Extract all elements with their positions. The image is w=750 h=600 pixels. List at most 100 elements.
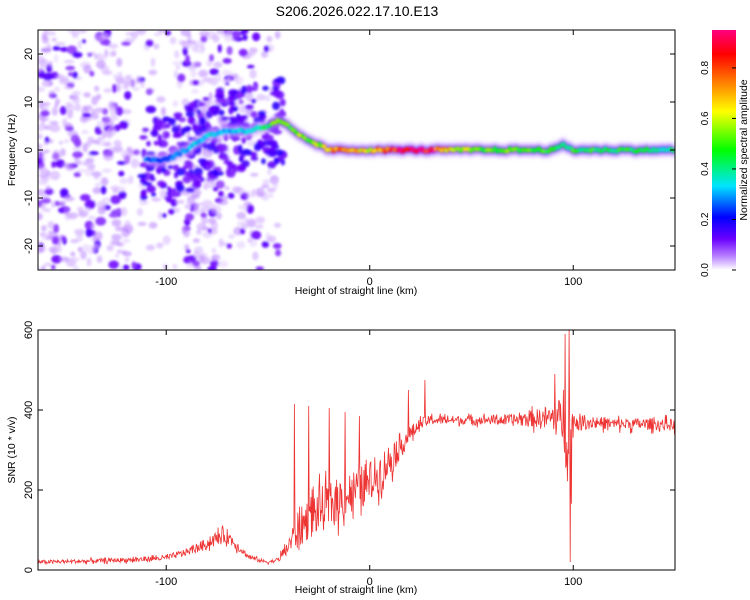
noise-blob: [176, 184, 185, 193]
noise-blob: [128, 175, 134, 185]
noise-blob: [210, 221, 219, 230]
noise-blob: [38, 123, 44, 132]
noise-blob: [150, 57, 156, 67]
spectrogram-x-axis: -100 0 100: [155, 30, 582, 288]
noise-blob: [200, 35, 208, 43]
noise-blob: [272, 180, 279, 190]
noise-blob: [226, 169, 236, 178]
noise-blob: [167, 165, 174, 170]
noise-blob: [38, 143, 43, 150]
noise-blob: [88, 215, 96, 220]
noise-blob: [202, 97, 210, 102]
noise-blob: [190, 101, 196, 107]
noise-blob: [90, 223, 96, 230]
noise-blob: [273, 78, 283, 83]
noise-blob: [279, 108, 285, 116]
noise-blob: [151, 197, 162, 202]
noise-blob: [48, 80, 54, 87]
noise-blob: [207, 266, 217, 270]
y-tick-label: 0: [23, 147, 35, 153]
noise-blob: [72, 71, 78, 79]
noise-blob: [122, 264, 130, 270]
noise-blob: [239, 228, 246, 235]
noise-blob: [185, 108, 195, 113]
noise-blob: [46, 43, 52, 53]
noise-blob: [267, 161, 277, 169]
noise-blob: [149, 176, 156, 182]
noise-blob: [95, 34, 105, 42]
noise-blob: [126, 146, 133, 154]
noise-blob: [220, 116, 229, 121]
x-tick-label: -100: [155, 576, 177, 588]
noise-blob: [58, 77, 70, 85]
noise-blob: [181, 40, 192, 50]
noise-blob: [38, 173, 49, 179]
noise-blob: [118, 120, 129, 130]
noise-blob: [95, 216, 107, 226]
noise-blob: [242, 30, 249, 34]
noise-blob: [244, 104, 254, 110]
noise-blob: [211, 254, 221, 261]
noise-blob: [55, 73, 64, 80]
noise-blob: [178, 117, 186, 123]
noise-blob: [196, 108, 201, 115]
noise-blob: [89, 70, 95, 77]
noise-blob: [192, 79, 200, 86]
noise-blob: [157, 134, 163, 143]
noise-blob: [160, 106, 166, 116]
noise-blob: [140, 80, 145, 89]
y-tick-label: 20: [23, 48, 35, 60]
noise-blob: [53, 86, 61, 93]
colorbar-gradient: [712, 30, 736, 270]
colorbar-tick-label: 0.2: [700, 212, 711, 226]
noise-blob: [135, 75, 142, 85]
noise-blob: [109, 51, 116, 57]
noise-blob: [188, 173, 196, 178]
noise-blob: [175, 180, 183, 185]
noise-blob: [114, 226, 125, 232]
noise-blob: [73, 171, 81, 178]
noise-blob: [185, 111, 195, 118]
x-tick-label: -100: [155, 276, 177, 288]
noise-blob: [185, 187, 195, 193]
noise-blob: [116, 249, 122, 254]
noise-blob: [126, 79, 137, 87]
noise-blob: [255, 216, 266, 224]
noise-blob: [54, 200, 60, 207]
noise-blob: [51, 236, 60, 245]
noise-blob: [51, 152, 61, 161]
noise-blob: [77, 246, 83, 253]
noise-blob: [136, 207, 144, 217]
noise-blob: [49, 124, 61, 133]
noise-blob: [63, 59, 75, 64]
noise-blob: [184, 203, 192, 210]
noise-blob: [228, 89, 237, 97]
noise-blob: [45, 185, 51, 191]
noise-blob: [267, 235, 277, 243]
ridge-glow: [142, 113, 675, 168]
noise-blob: [216, 30, 226, 35]
noise-blob: [54, 103, 59, 109]
ridge-core-cell: [561, 141, 566, 147]
noise-blob: [76, 160, 83, 166]
noise-blob: [95, 60, 106, 69]
noise-blob: [243, 90, 254, 100]
noise-blob: [157, 180, 166, 187]
noise-blob: [93, 243, 100, 249]
noise-blob: [59, 148, 66, 157]
y-tick-label: 0: [23, 567, 35, 573]
noise-blob: [162, 264, 168, 270]
noise-blob: [96, 255, 103, 264]
noise-blob: [184, 171, 191, 176]
noise-blob: [256, 93, 266, 101]
noise-blob: [131, 261, 137, 269]
noise-blob: [102, 38, 111, 46]
noise-blob: [124, 74, 133, 80]
noise-blob: [263, 45, 270, 53]
noise-blob: [116, 57, 123, 67]
noise-blob: [53, 223, 60, 234]
noise-blob: [84, 199, 96, 210]
noise-blob: [116, 160, 127, 165]
noise-blob: [235, 76, 244, 86]
